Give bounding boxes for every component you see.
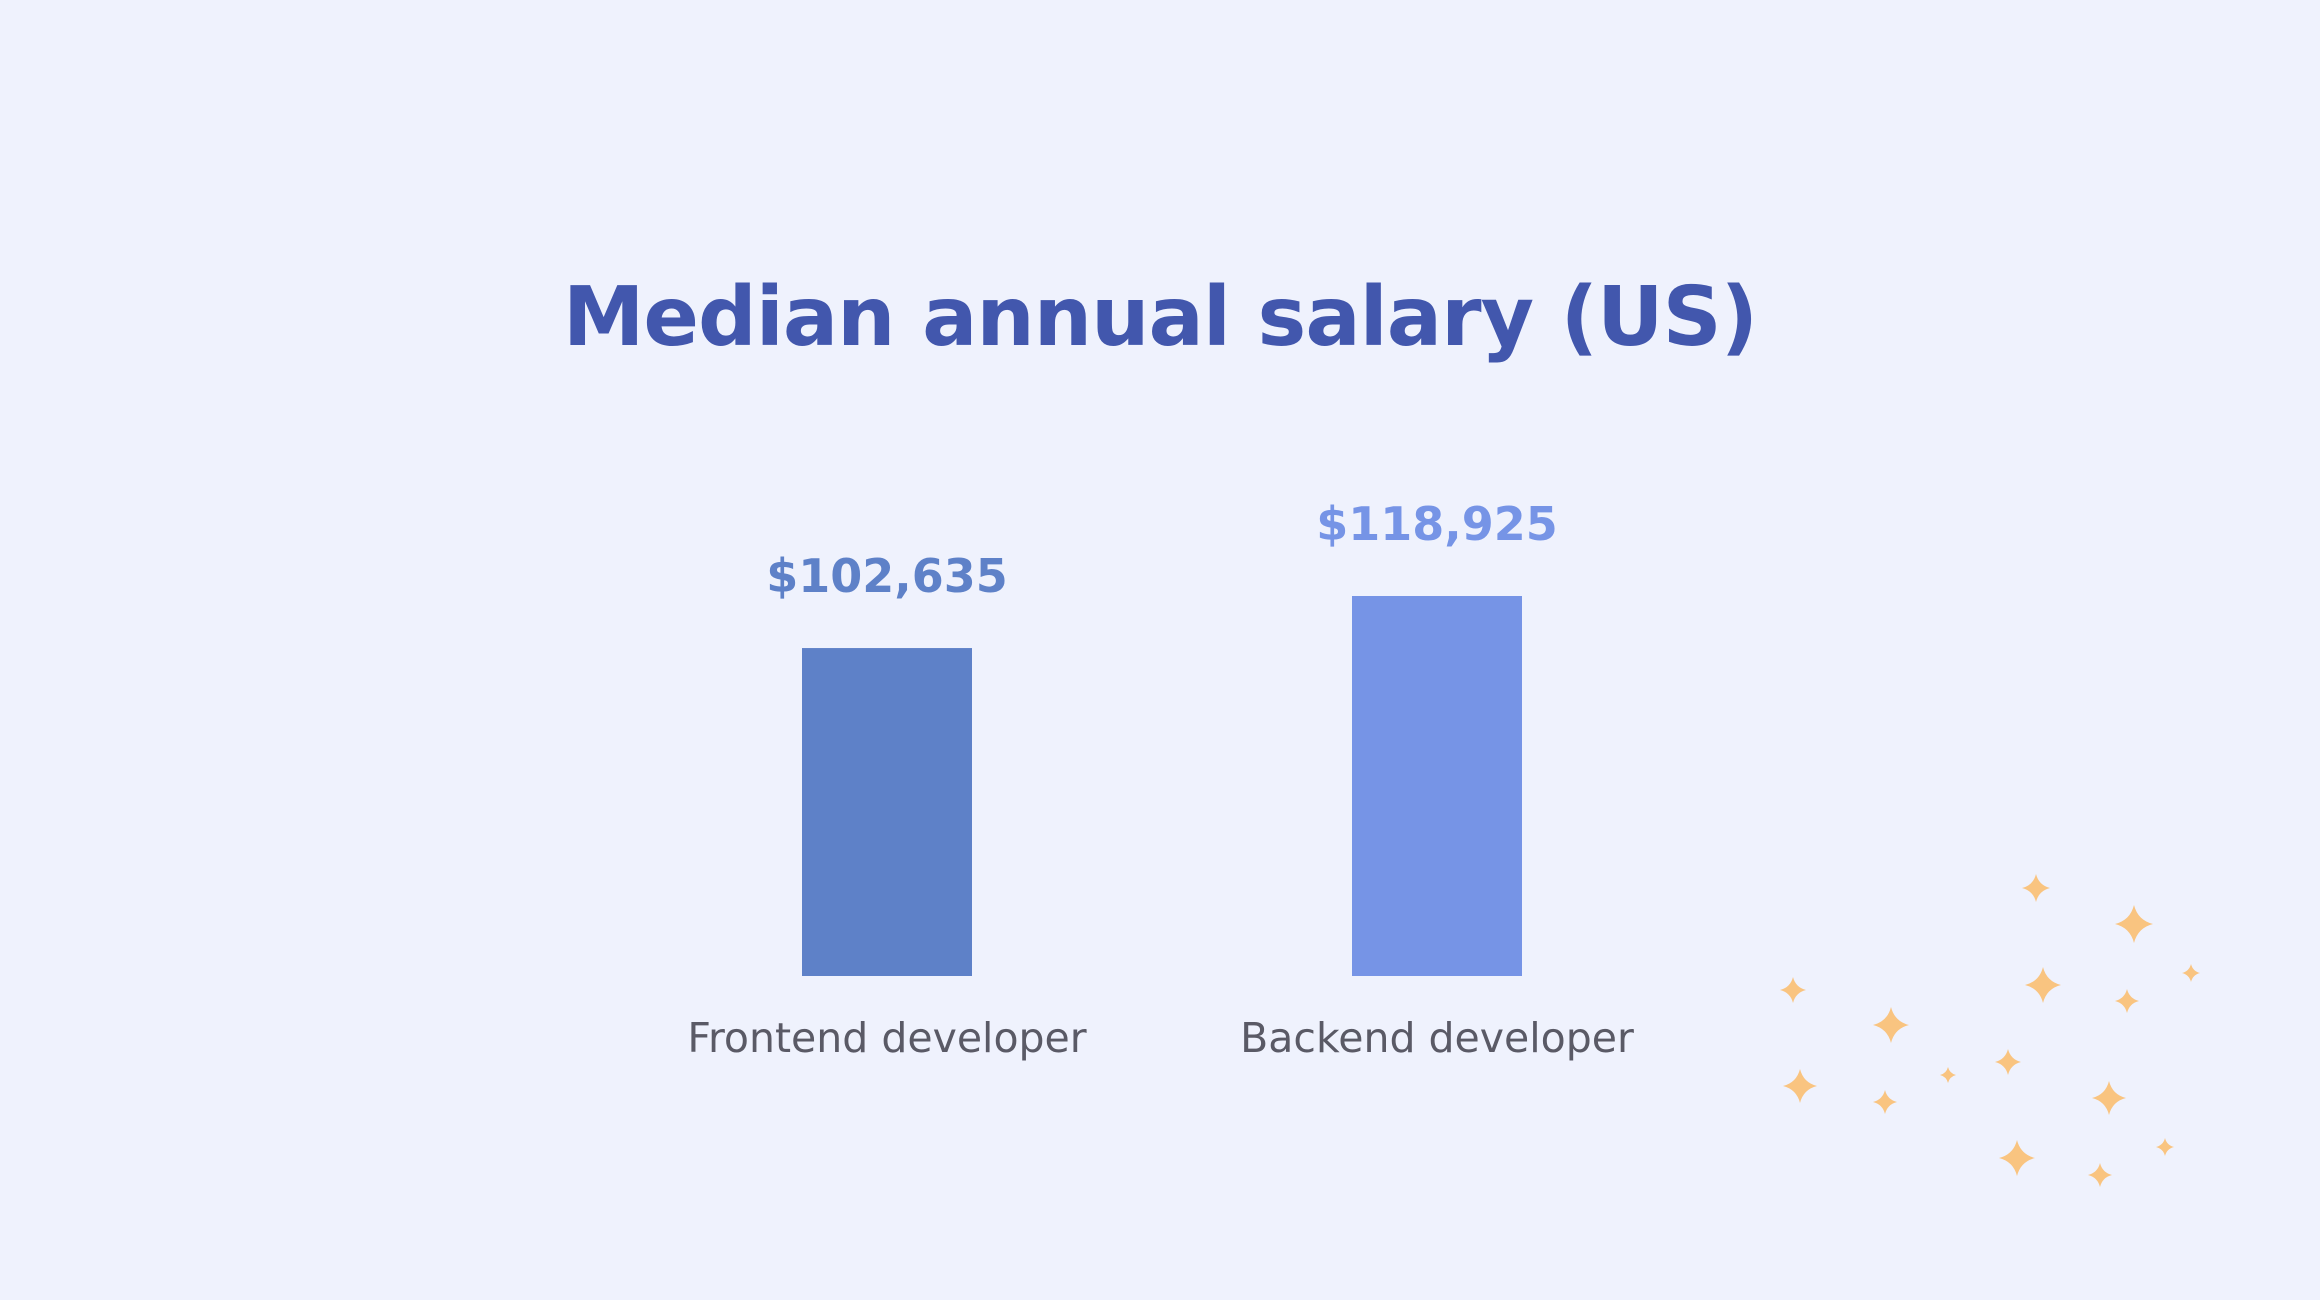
sparkle-icon	[2025, 967, 2061, 1003]
bar-1	[802, 648, 972, 976]
sparkle-icon	[2088, 1163, 2112, 1187]
sparkle-icon	[2115, 905, 2153, 943]
data-label-2: $118,925	[1316, 497, 1558, 551]
data-label-1: $102,635	[766, 549, 1008, 603]
sparkle-icon	[1999, 1140, 2035, 1176]
sparkle-icon	[1783, 1069, 1817, 1103]
sparkle-icon	[1995, 1049, 2021, 1075]
bars-layer: $102,635 Frontend developer $118,925 Backen…	[687, 497, 1634, 1062]
category-label-2: Backend developer	[1240, 1014, 1634, 1062]
sparkle-icon	[2182, 964, 2200, 982]
sparkle-decoration	[1780, 874, 2200, 1187]
sparkle-icon	[1873, 1090, 1897, 1114]
chart-title: Median annual salary (US)	[563, 270, 1757, 365]
sparkle-icon	[1873, 1007, 1909, 1043]
sparkle-icon	[2156, 1138, 2174, 1156]
sparkle-icon	[1780, 977, 1806, 1003]
sparkle-icon	[2092, 1081, 2126, 1115]
sparkle-icon	[1940, 1067, 1956, 1083]
bar-2	[1352, 596, 1522, 976]
sparkle-icon	[2115, 989, 2139, 1013]
category-label-1: Frontend developer	[687, 1014, 1086, 1062]
sparkle-icon	[2022, 874, 2050, 902]
